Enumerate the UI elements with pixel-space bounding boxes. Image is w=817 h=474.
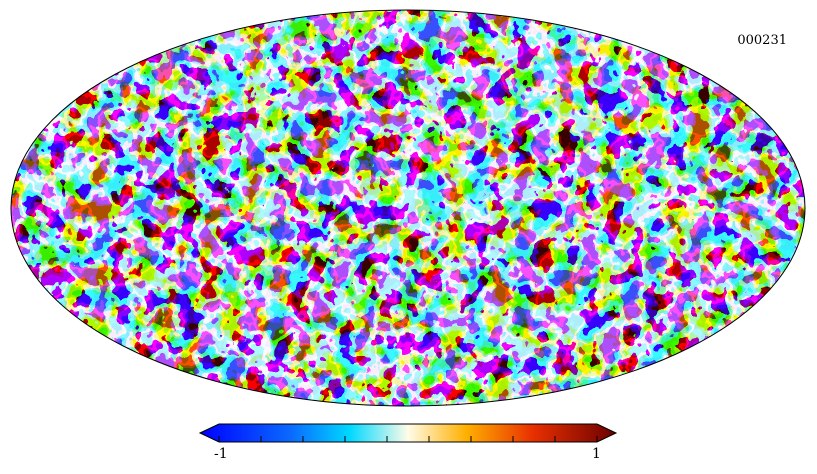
colorbar-max-label: 1 [592, 446, 601, 462]
colorbar-ticks [218, 436, 598, 442]
map-id-label: 000231 [737, 33, 787, 48]
map-field [11, 10, 805, 406]
colorbar [198, 423, 618, 443]
colorbar-min-label: -1 [214, 446, 228, 462]
map-outline [10, 9, 806, 407]
colorbar-bar [198, 423, 618, 443]
